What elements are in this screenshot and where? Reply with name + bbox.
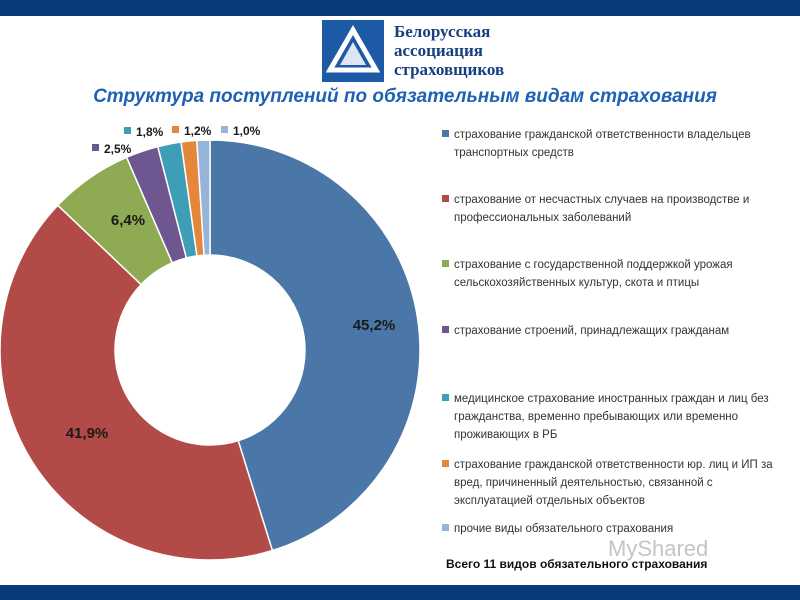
legend-swatch-7 <box>442 524 449 531</box>
data-label-3: 6,4% <box>111 212 145 229</box>
total-types-note: Всего 11 видов обязательного страхования <box>446 557 708 571</box>
donut-slice-1 <box>209 139 421 552</box>
data-label-4: 2,5% <box>104 142 132 156</box>
triangle-logo-icon <box>322 20 384 82</box>
legend-swatch-5 <box>442 394 449 401</box>
data-label-marker-6 <box>172 126 179 133</box>
legend-label-4: страхование строений, принадлежащих граж… <box>454 325 730 337</box>
data-label-marker-4 <box>92 144 99 151</box>
legend-swatch-6 <box>442 460 449 467</box>
logo-line-3: страховщиков <box>394 60 505 79</box>
data-label-5: 1,8% <box>136 125 164 139</box>
chart-title: Структура поступлений по обязательным ви… <box>93 86 717 107</box>
legend-swatch-1 <box>442 130 449 137</box>
data-label-1: 45,2% <box>353 317 396 334</box>
legend-label-3: страхование с государственной поддержкой… <box>454 259 733 289</box>
legend-swatch-3 <box>442 260 449 267</box>
association-logo: Белорусская ассоциация страховщиков <box>322 20 522 82</box>
legend-label-2: страхование от несчастных случаев на про… <box>454 194 750 224</box>
data-label-6: 1,2% <box>184 124 212 138</box>
logo-line-2: ассоциация <box>394 41 483 60</box>
donut-slice-2 <box>0 204 274 560</box>
legend-label-5: медицинское страхование иностранных граж… <box>454 393 769 441</box>
data-label-marker-5 <box>124 127 131 134</box>
bottom-bar <box>0 585 800 600</box>
donut-chart: 45,2% 41,9% 6,4% 2,5% 1,8% 1,2% 1,0% <box>0 124 421 560</box>
logo-line-1: Белорусская <box>394 22 491 41</box>
data-label-marker-7 <box>221 126 228 133</box>
legend-label-7: прочие виды обязательного страхования <box>454 523 674 535</box>
donut-slice-7 <box>196 139 211 256</box>
top-bar <box>0 0 800 16</box>
legend-label-1: страхование гражданской ответственности … <box>454 129 751 159</box>
logo-text: Белорусская ассоциация страховщиков <box>394 22 534 79</box>
watermark: MyShared <box>608 536 709 561</box>
data-label-2: 41,9% <box>66 425 109 442</box>
legend-label-6: страхование гражданской ответственности … <box>454 459 773 507</box>
legend-swatch-4 <box>442 326 449 333</box>
legend-swatch-2 <box>442 195 449 202</box>
data-label-7: 1,0% <box>233 124 261 138</box>
